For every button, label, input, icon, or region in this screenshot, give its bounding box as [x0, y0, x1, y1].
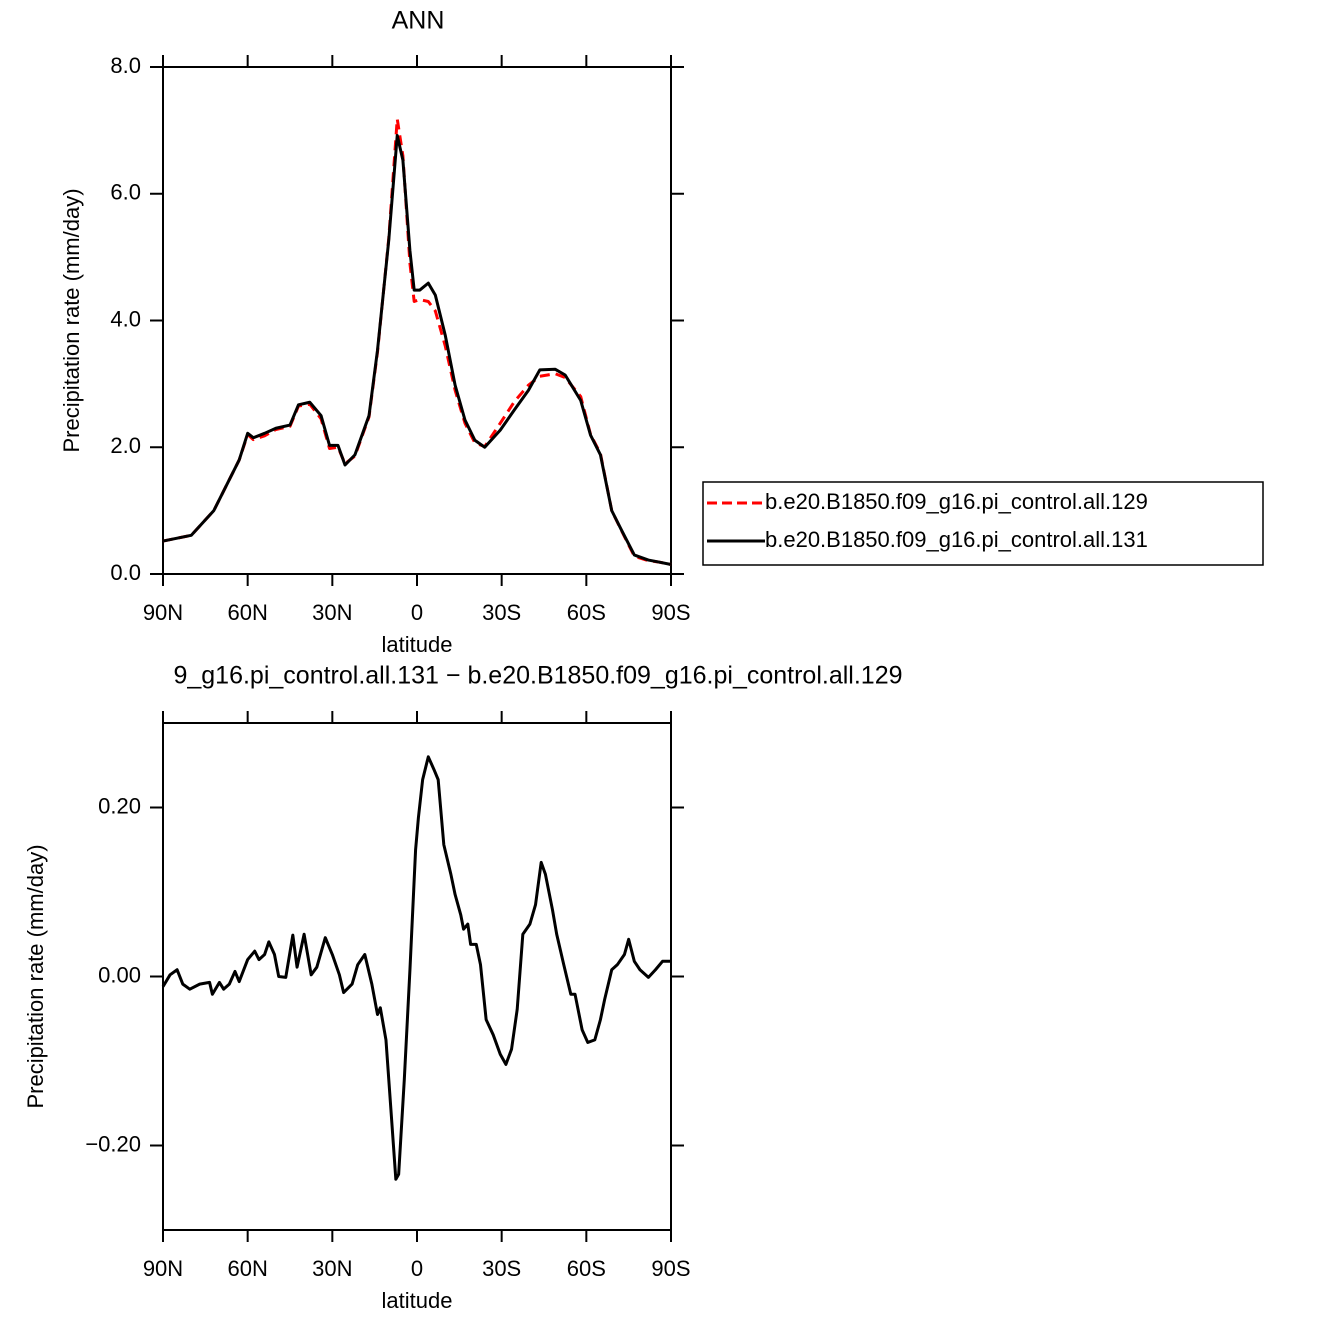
data-line [161, 755, 671, 1181]
x-tick-label: 0 [411, 600, 423, 625]
data-line [162, 133, 672, 566]
y-tick-label: 6.0 [110, 180, 141, 205]
legend-box [702, 481, 1264, 566]
y-axis-label: Precipitation rate (mm/day) [59, 188, 84, 452]
x-tick-label: 30N [312, 600, 352, 625]
legend-label: b.e20.B1850.f09_g16.pi_control.all.131 [765, 527, 1148, 552]
x-tick-label: 60N [227, 1256, 267, 1281]
chart-title: ANN [392, 7, 445, 35]
x-tick-label: 0 [411, 1256, 423, 1281]
x-tick-label: 90N [143, 1256, 183, 1281]
x-tick-label: 30S [482, 600, 521, 625]
legend-label: b.e20.B1850.f09_g16.pi_control.all.129 [765, 489, 1148, 514]
y-tick-label: 0.00 [98, 962, 141, 987]
y-axis-label: Precipitation rate (mm/day) [23, 844, 48, 1108]
y-tick-label: 8.0 [110, 53, 141, 78]
x-tick-label: 30N [312, 1256, 352, 1281]
x-tick-label: 90S [651, 1256, 690, 1281]
x-axis-label: latitude [382, 1288, 453, 1313]
plot-frame [162, 722, 672, 1231]
chart-title: 9_g16.pi_control.all.131 − b.e20.B1850.f… [173, 662, 902, 690]
y-tick-label: 0.0 [110, 560, 141, 585]
x-tick-label: 30S [482, 1256, 521, 1281]
y-tick-label: −0.20 [85, 1131, 141, 1156]
y-tick-label: 2.0 [110, 433, 141, 458]
x-tick-label: 90S [651, 600, 690, 625]
x-tick-label: 90N [143, 600, 183, 625]
y-tick-label: 0.20 [98, 793, 141, 818]
data-line [162, 117, 672, 566]
plot-frame [162, 66, 672, 575]
x-tick-label: 60S [567, 600, 606, 625]
y-tick-label: 4.0 [110, 306, 141, 331]
x-tick-label: 60S [567, 1256, 606, 1281]
x-tick-label: 60N [227, 600, 267, 625]
x-axis-label: latitude [382, 632, 453, 657]
